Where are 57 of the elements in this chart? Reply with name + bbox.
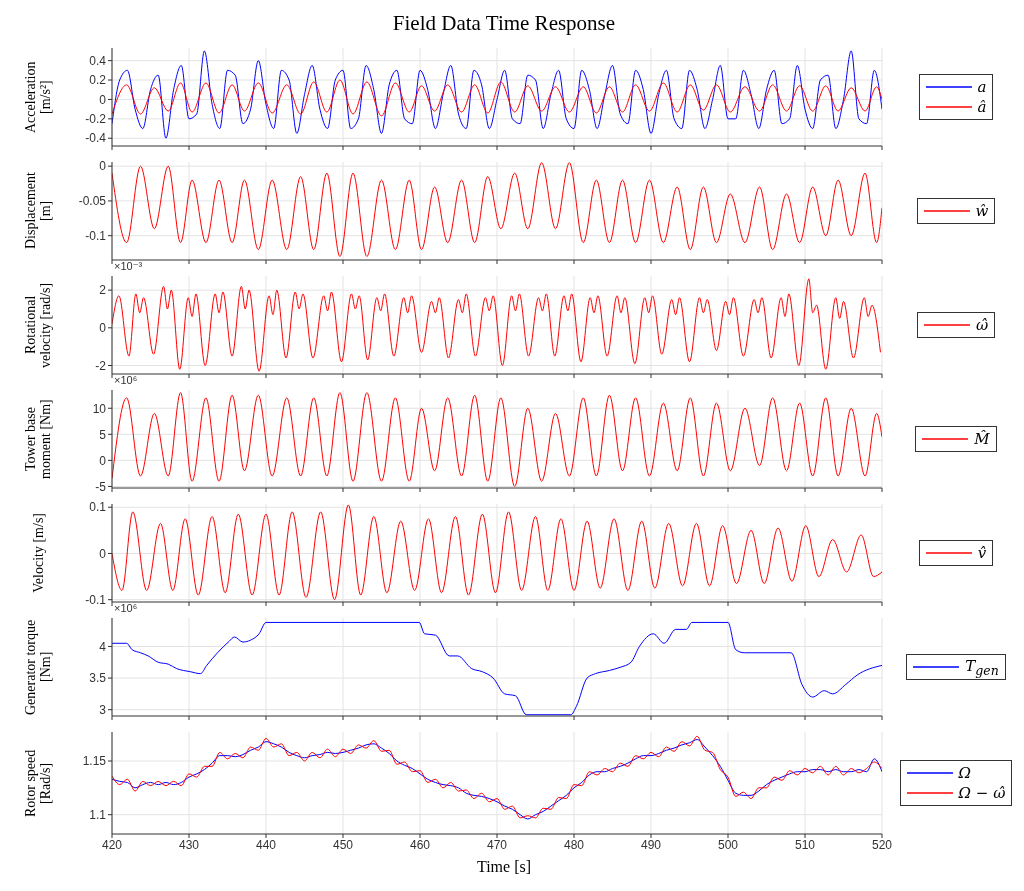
y-tick-label: -0.1 [85, 592, 107, 607]
y-tick-label: 0 [99, 92, 107, 107]
y-tick-label: 0 [99, 546, 107, 561]
y-tick-label: 0.2 [89, 73, 107, 88]
y-axis-title: Rotor speed [Rad/s] [23, 749, 53, 817]
x-tick-label: 450 [332, 837, 354, 852]
y-tick-label: -2 [95, 358, 107, 373]
chart-title: Field Data Time Response [392, 11, 616, 35]
y-tick-label: 3.5 [89, 671, 107, 686]
legend-label: M̂ [974, 430, 990, 448]
y-axis-title: Rotational velocity [rad/s] [23, 282, 53, 368]
y-tick-label: 4 [99, 639, 107, 654]
y-tick-label: -0.1 [85, 228, 107, 243]
y-tick-label: -5 [95, 479, 107, 494]
line-series [112, 79, 882, 117]
legend-label: ŵ [975, 202, 989, 220]
legend-label: â [977, 98, 987, 116]
x-tick-label: 430 [178, 837, 200, 852]
x-tick-label: 440 [255, 837, 277, 852]
y-tick-label: -0.05 [78, 194, 107, 209]
x-axis-title: Time [s] [476, 858, 532, 875]
x-tick-label: 510 [794, 837, 816, 852]
line-series [112, 50, 882, 139]
y-tick-label: 1.15 [82, 754, 107, 769]
annotation: ×10⁶ [114, 374, 138, 386]
x-tick-label: 480 [563, 837, 585, 852]
y-tick-label: 3 [99, 702, 107, 717]
y-tick-label: 0 [99, 159, 107, 174]
y-tick-label: 2 [99, 283, 107, 298]
y-tick-label: 0 [99, 321, 107, 336]
text: ×10⁻³ [114, 260, 143, 273]
y-axis-title: Tower base moment [Nm] [23, 399, 53, 479]
y-tick-label: 1.1 [89, 807, 107, 822]
y-axis-title: Generator torque [Nm] [23, 619, 53, 715]
y-axis-title: Displacement [m] [23, 172, 53, 250]
y-axis-title: Velocity [m/s] [30, 513, 46, 593]
x-tick-label: 490 [640, 837, 662, 852]
y-tick-label: 0.4 [89, 53, 107, 68]
y-tick-label: 0 [99, 453, 107, 468]
legend-label: Ω [958, 764, 972, 782]
legend-label: a [977, 78, 987, 96]
y-axis-title: Acceleration [m/s²] [23, 61, 53, 133]
legend-label: Ω − ω̂ [958, 784, 1006, 802]
legend-label: v̂ [977, 544, 987, 562]
y-tick-label: 10 [92, 401, 107, 416]
x-tick-label: 460 [409, 837, 431, 852]
x-tick-label: 420 [101, 837, 123, 852]
text: ×10⁶ [114, 602, 138, 614]
y-tick-label: -0.2 [85, 112, 107, 127]
y-tick-label: 0.1 [89, 500, 107, 515]
x-tick-label: 520 [871, 837, 893, 852]
legend-label: T$_{gen}$ [965, 656, 999, 678]
x-tick-label: 470 [486, 837, 508, 852]
legend-label: ω̂ [975, 316, 989, 334]
y-tick-label: -0.4 [85, 131, 107, 146]
y-tick-label: 5 [99, 427, 107, 442]
x-tick-label: 500 [717, 837, 739, 852]
